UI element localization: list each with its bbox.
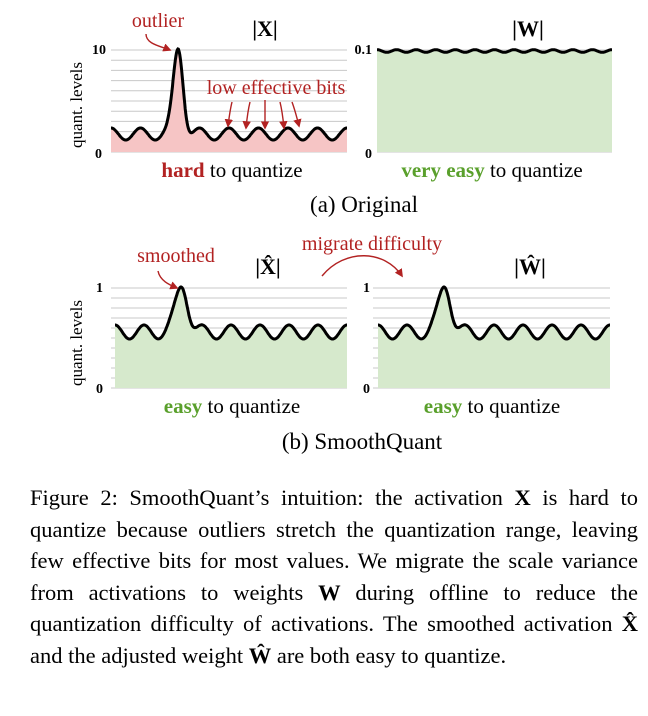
smooth-x-verdict: easy to quantize bbox=[164, 394, 300, 418]
original-x-tick-bottom: 0 bbox=[95, 147, 102, 162]
smooth-w-verdict: easy to quantize bbox=[424, 394, 560, 418]
original-x-fill bbox=[111, 49, 347, 152]
caption-x: X bbox=[514, 485, 531, 510]
original-x-verdict: hard to quantize bbox=[161, 158, 302, 182]
smooth-x-verdict-rest: to quantize bbox=[202, 394, 300, 418]
smooth-subcaption: (b) SmoothQuant bbox=[282, 429, 443, 454]
original-w-title: |W| bbox=[512, 16, 544, 41]
migrate-difficulty-label: migrate difficulty bbox=[302, 233, 442, 255]
original-x-verdict-rest: to quantize bbox=[205, 158, 303, 182]
original-x-title: |X| bbox=[252, 16, 278, 41]
caption-text-4: are both easy to quantize. bbox=[271, 642, 507, 668]
smooth-w-verdict-rest: to quantize bbox=[462, 394, 560, 418]
original-x-curve bbox=[111, 47, 347, 142]
original-w-verdict: very easy to quantize bbox=[401, 158, 582, 182]
original-w-verdict-emph: very easy bbox=[401, 158, 485, 182]
smooth-w-verdict-emph: easy bbox=[424, 394, 463, 418]
smooth-w-curve bbox=[377, 285, 611, 341]
original-y-label: quant. levels bbox=[67, 62, 86, 148]
caption-what: Ŵ bbox=[248, 642, 272, 668]
original-w-tick-top: 0.1 bbox=[355, 43, 373, 58]
smooth-w-tick-top: 1 bbox=[363, 281, 370, 296]
caption-text-1: is hard to quantize because outliers str… bbox=[30, 485, 638, 605]
original-w-fill bbox=[377, 49, 612, 153]
original-x-verdict-emph: hard bbox=[161, 158, 205, 182]
smoothquant-figure: quant. levels quant. levels 10 0 0.1 0 |… bbox=[67, 10, 612, 454]
smooth-x-tick-top: 1 bbox=[96, 281, 103, 296]
migrate-arrow bbox=[321, 255, 403, 278]
smooth-x-curve bbox=[114, 285, 348, 341]
low-bits-arrows bbox=[224, 100, 302, 130]
figure-caption: Figure 2: SmoothQuant’s intuition: the a… bbox=[30, 482, 638, 671]
smooth-w-fill bbox=[378, 287, 610, 388]
smooth-x-fill bbox=[115, 287, 347, 388]
smoothed-label: smoothed bbox=[137, 245, 215, 267]
smooth-x-title: |X̂| bbox=[255, 254, 281, 279]
original-w-tick-bottom: 0 bbox=[365, 147, 372, 162]
original-w-curve bbox=[377, 48, 612, 54]
original-w-verdict-rest: to quantize bbox=[485, 158, 583, 182]
outlier-label: outlier bbox=[132, 10, 185, 32]
outlier-arrow bbox=[145, 33, 172, 52]
original-subcaption: (a) Original bbox=[310, 192, 418, 217]
low-effective-bits-label: low effective bits bbox=[207, 77, 346, 99]
caption-prefix: Figure 2: SmoothQuant’s intuition: the a… bbox=[30, 485, 515, 510]
original-x-tick-top: 10 bbox=[92, 43, 106, 58]
caption-xhat: X̂ bbox=[621, 611, 638, 636]
caption-w: W bbox=[318, 579, 341, 605]
smooth-w-title: |Ŵ| bbox=[514, 254, 546, 279]
smoothed-arrow bbox=[157, 270, 179, 290]
smooth-y-label: quant. levels bbox=[67, 300, 86, 386]
smooth-x-tick-bottom: 0 bbox=[96, 382, 103, 397]
caption-text-2: during offline to reduce the quantizatio… bbox=[30, 579, 638, 637]
caption-text-3: and the adjusted weight bbox=[30, 642, 249, 668]
smooth-x-verdict-emph: easy bbox=[164, 394, 203, 418]
smooth-w-tick-bottom: 0 bbox=[363, 382, 370, 397]
